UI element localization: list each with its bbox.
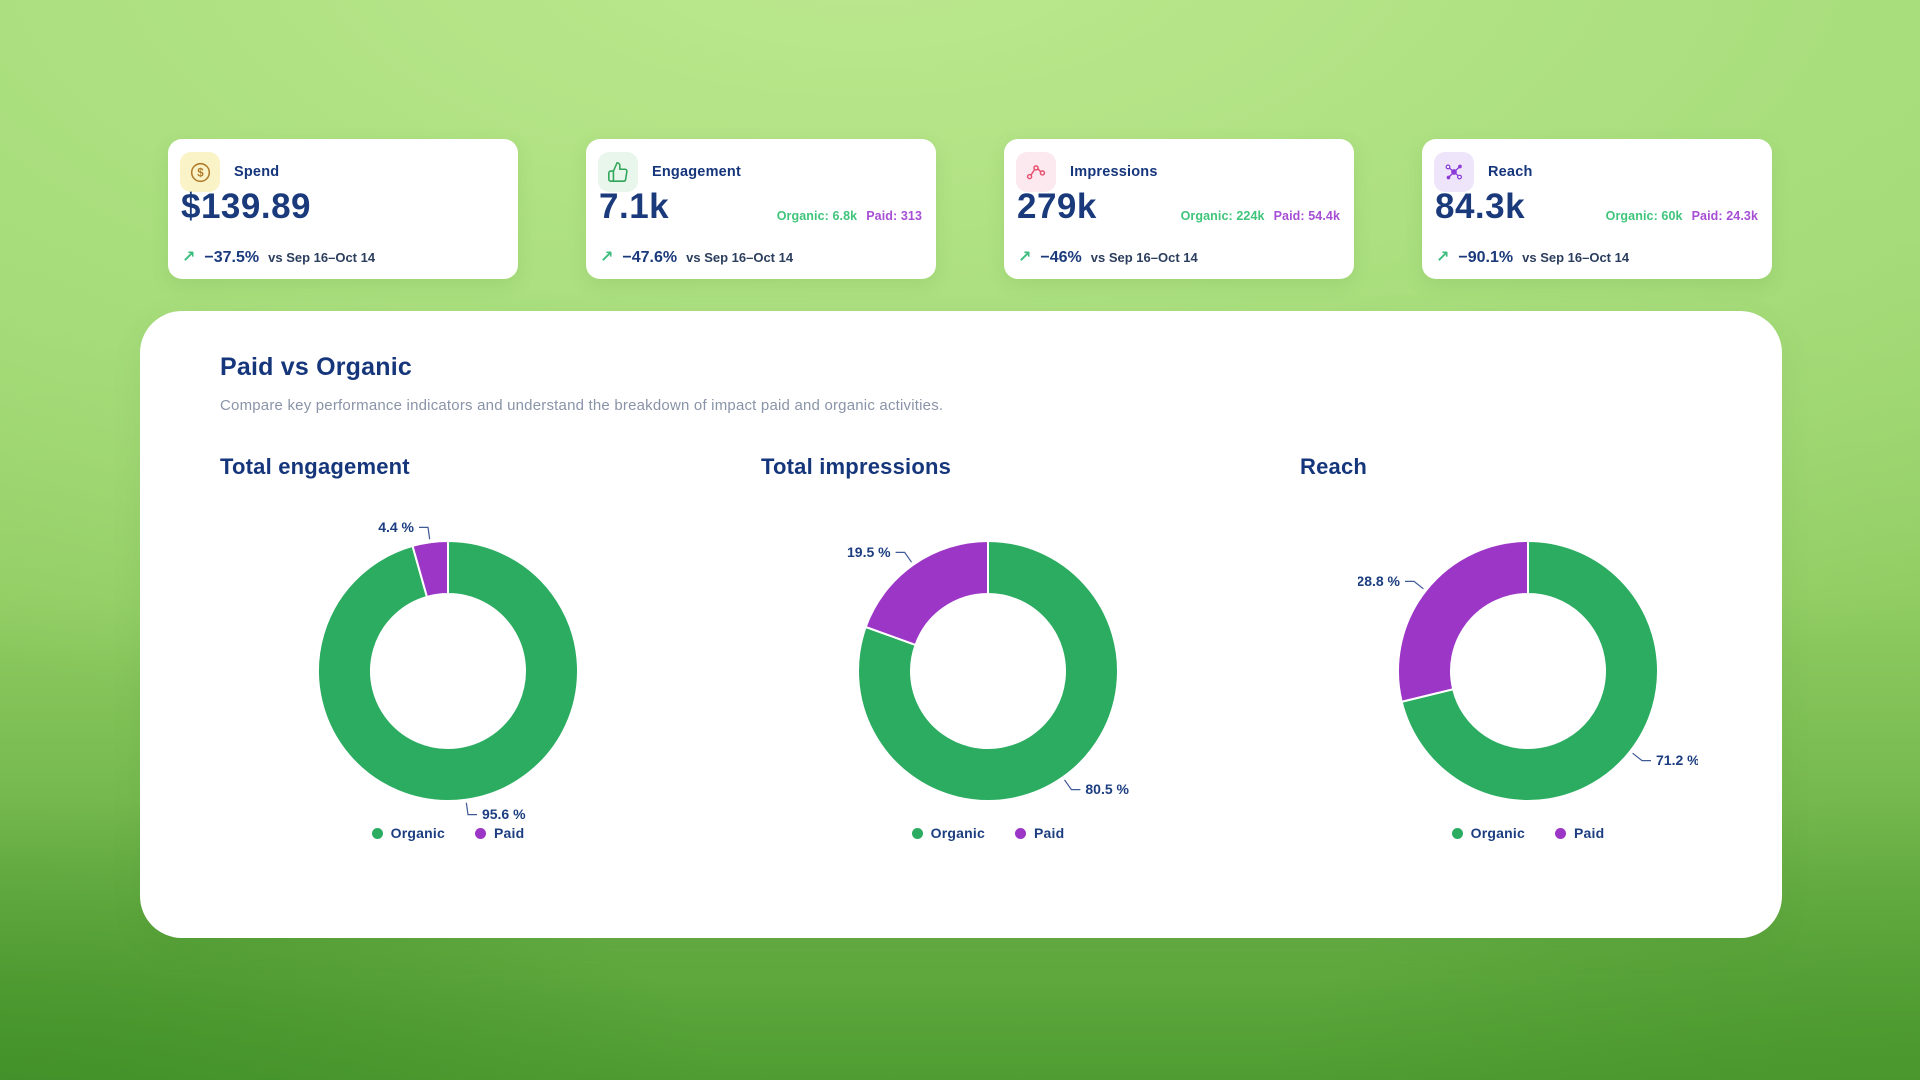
kpi-card-impressions: Impressions 279k Organic: 224k Paid: 54.4… <box>1004 139 1354 279</box>
panel-title: Paid vs Organic <box>220 353 412 381</box>
organic-dot-icon <box>1451 827 1463 839</box>
trend-up-arrow-icon: ↗ <box>1018 249 1032 266</box>
scatter-chart-icon <box>1016 152 1056 192</box>
chart-legend: Organic Paid <box>818 825 1158 841</box>
kpi-label: Engagement <box>652 164 742 180</box>
trend-up-arrow-icon: ↗ <box>182 249 196 266</box>
legend-label: Organic <box>1470 825 1525 841</box>
donut-slice-percent-label: 80.5 % <box>1085 781 1129 797</box>
card-header: $ Spend <box>180 152 279 192</box>
legend-item-organic[interactable]: Organic <box>911 825 985 841</box>
trend-compare-period: vs Sep 16–Oct 14 <box>1522 250 1630 265</box>
donut-chart-total-impressions[interactable]: 80.5 % 19.5 % <box>818 501 1158 841</box>
kpi-split: Organic: 224k Paid: 54.4k <box>1181 209 1340 223</box>
kpi-label: Reach <box>1488 164 1533 180</box>
dollar-circle-icon: $ <box>180 152 220 192</box>
kpi-trend: ↗ −47.6% vs Sep 16–Oct 14 <box>600 249 793 267</box>
chart-title-total-engagement: Total engagement <box>220 454 410 479</box>
kpi-value: $139.89 <box>181 187 312 226</box>
paid-value: Paid: 24.3k <box>1691 209 1758 223</box>
chart-legend: Organic Paid <box>278 825 618 841</box>
trend-compare-period: vs Sep 16–Oct 14 <box>1090 250 1198 265</box>
paid-value: Paid: 313 <box>866 209 922 223</box>
kpi-value: 7.1k <box>599 187 670 226</box>
donut-slice-percent-label: 19.5 % <box>847 544 891 560</box>
donut-slice-percent-label: 28.8 % <box>1358 573 1401 589</box>
kpi-split: Organic: 60k Paid: 24.3k <box>1606 209 1758 223</box>
legend-item-organic[interactable]: Organic <box>1451 825 1525 841</box>
donut-slice-percent-label: 4.4 % <box>378 519 414 535</box>
kpi-trend: ↗ −37.5% vs Sep 16–Oct 14 <box>182 249 375 267</box>
legend-item-organic[interactable]: Organic <box>371 825 445 841</box>
svg-text:$: $ <box>197 167 204 179</box>
kpi-trend: ↗ −46% vs Sep 16–Oct 14 <box>1018 249 1198 267</box>
trend-change: −37.5% <box>204 249 260 266</box>
kpi-trend: ↗ −90.1% vs Sep 16–Oct 14 <box>1436 249 1629 267</box>
donut-slice-organic[interactable] <box>857 539 1119 802</box>
kpi-value: 279k <box>1017 187 1097 226</box>
thumbs-up-icon <box>598 152 638 192</box>
trend-change: −47.6% <box>622 249 678 266</box>
legend-label: Paid <box>1573 825 1605 841</box>
card-header: Impressions <box>1016 152 1158 192</box>
paid-dot-icon <box>1554 827 1566 839</box>
donut-slice-paid[interactable] <box>411 539 449 599</box>
donut-slice-organic[interactable] <box>317 539 579 802</box>
label-leader-line <box>1063 779 1081 791</box>
chart-legend: Organic Paid <box>1358 825 1698 841</box>
legend-label: Paid <box>1033 825 1065 841</box>
label-leader-line <box>1404 580 1424 590</box>
legend-item-paid[interactable]: Paid <box>1554 825 1605 841</box>
paid-vs-organic-panel: Paid vs Organic Compare key performance … <box>140 311 1782 938</box>
panel-subtitle: Compare key performance indicators and u… <box>220 397 944 414</box>
organic-value: Organic: 224k <box>1180 209 1265 223</box>
trend-up-arrow-icon: ↗ <box>600 249 614 266</box>
kpi-card-spend: $ Spend $139.89 ↗ −37.5% vs Sep 16–Oct 1… <box>168 139 518 279</box>
organic-value: Organic: 6.8k <box>776 209 858 223</box>
donut-slice-paid[interactable] <box>864 539 989 647</box>
legend-item-paid[interactable]: Paid <box>1014 825 1065 841</box>
legend-label: Organic <box>930 825 985 841</box>
label-leader-line <box>419 526 431 540</box>
donut-chart-total-engagement[interactable]: 95.6 % 4.4 % <box>278 501 618 841</box>
trend-compare-period: vs Sep 16–Oct 14 <box>268 250 376 265</box>
paid-dot-icon <box>1014 827 1026 839</box>
trend-up-arrow-icon: ↗ <box>1436 249 1450 266</box>
trend-change: −46% <box>1040 249 1082 266</box>
organic-dot-icon <box>911 827 923 839</box>
card-header: Engagement <box>598 152 741 192</box>
kpi-value: 84.3k <box>1435 187 1526 226</box>
paid-value: Paid: 54.4k <box>1273 209 1340 223</box>
donut-chart-reach[interactable]: 71.2 % 28.8 % <box>1358 501 1698 841</box>
kpi-split: Organic: 6.8k Paid: 313 <box>777 209 922 223</box>
label-leader-line <box>1632 752 1652 762</box>
card-header: Reach <box>1434 152 1533 192</box>
label-leader-line <box>465 802 477 816</box>
legend-label: Paid <box>493 825 525 841</box>
donut-slice-paid[interactable] <box>1397 539 1529 703</box>
donut-slice-percent-label: 71.2 % <box>1656 752 1698 768</box>
kpi-label: Spend <box>234 164 280 180</box>
kpi-label: Impressions <box>1070 164 1158 180</box>
kpi-card-engagement: Engagement 7.1k Organic: 6.8k Paid: 313 ↗… <box>586 139 936 279</box>
chart-title-reach: Reach <box>1300 454 1368 479</box>
trend-compare-period: vs Sep 16–Oct 14 <box>686 250 794 265</box>
donut-slice-percent-label: 95.6 % <box>482 806 526 822</box>
kpi-card-reach: Reach 84.3k Organic: 60k Paid: 24.3k ↗ −9… <box>1422 139 1772 279</box>
legend-label: Organic <box>390 825 445 841</box>
trend-change: −90.1% <box>1458 249 1514 266</box>
chart-title-total-impressions: Total impressions <box>761 454 952 479</box>
network-icon <box>1434 152 1474 192</box>
organic-dot-icon <box>371 827 383 839</box>
donut-slice-organic[interactable] <box>1400 539 1659 802</box>
kpi-split <box>495 209 504 223</box>
organic-value: Organic: 60k <box>1605 209 1683 223</box>
paid-dot-icon <box>474 827 486 839</box>
legend-item-paid[interactable]: Paid <box>474 825 525 841</box>
label-leader-line <box>895 551 913 563</box>
